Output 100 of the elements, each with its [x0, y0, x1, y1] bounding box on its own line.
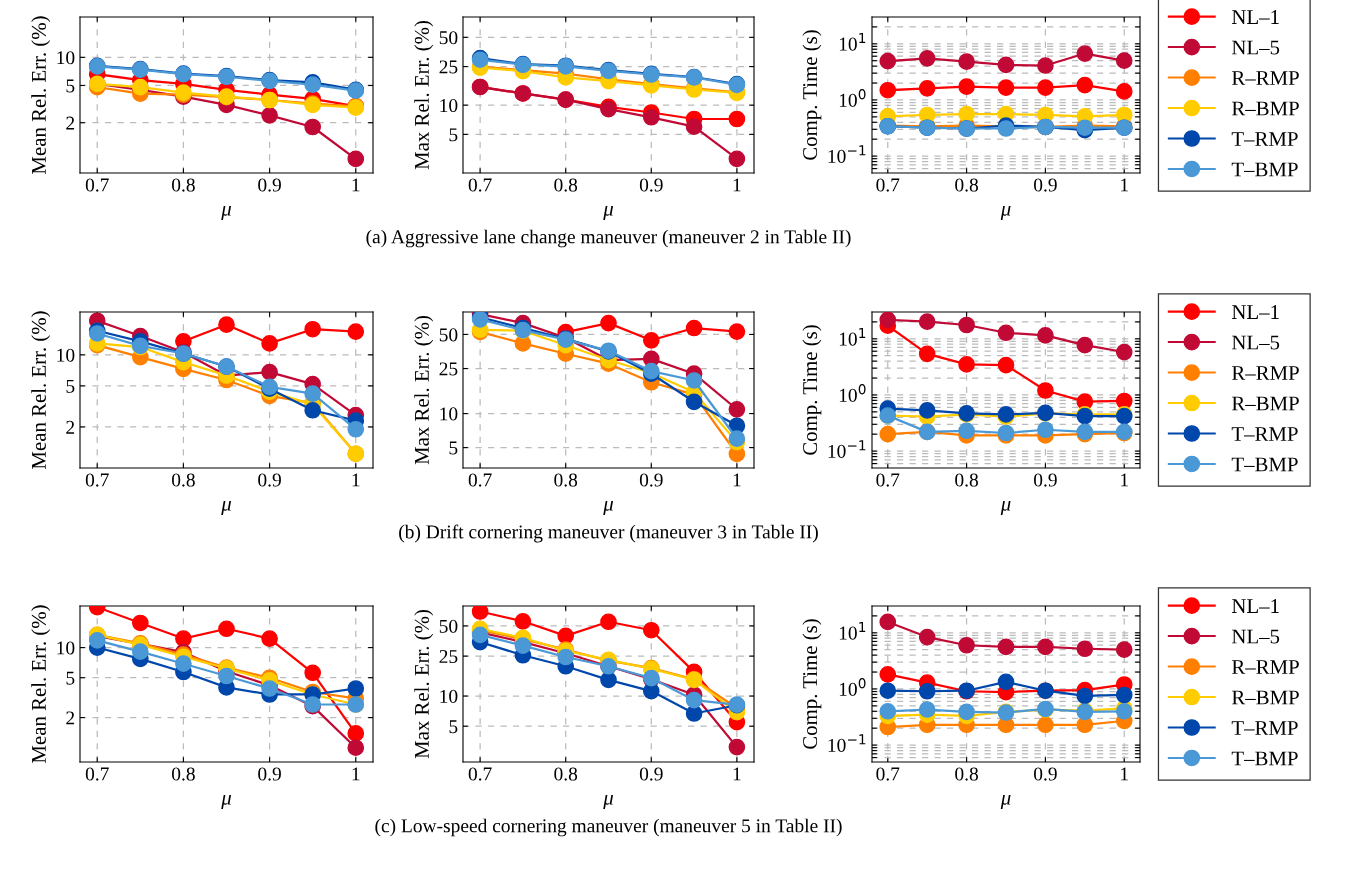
text: (c) Low-speed cornering maneuver (maneuver 5 in Table II): [375, 818, 842, 837]
y-tick-label: 10: [440, 689, 458, 703]
text: (a) Aggressive lane change maneuver (maneuver 2 in Table II): [366, 229, 851, 248]
y-tick-label: 2: [66, 711, 75, 725]
y-tick-label: 10$^{1}$: [839, 33, 866, 51]
x-axis-title: μ: [603, 794, 614, 809]
y-tick-label: 10: [440, 98, 458, 113]
y-tick-label: 25: [439, 362, 458, 376]
y-axis-title: Comp. Time (s): [802, 619, 822, 749]
y-tick-label: 50: [439, 31, 458, 45]
y-tick-label: 10: [440, 407, 458, 421]
y-axis-title: Mean Rel. Err. (%): [31, 16, 51, 174]
x-tick-label: 0.8: [554, 178, 578, 192]
x-tick-label: 0.9: [258, 473, 281, 487]
y-tick-label: 10: [57, 348, 75, 362]
x-axis-title: μ: [603, 205, 614, 220]
x-tick-label: 0.8: [955, 178, 978, 192]
legend-label: T–RMP: [1231, 427, 1298, 441]
x-tick-label: 0.9: [1034, 178, 1057, 192]
y-tick-label: 5: [449, 128, 458, 142]
x-tick-label: 0.7: [85, 473, 109, 487]
legend-label: NL–1: [1231, 599, 1279, 613]
x-axis-title: μ: [221, 205, 232, 220]
legend-label: T–BMP: [1231, 162, 1298, 177]
y-tick-label: 10$^{−1}$: [828, 734, 866, 752]
legend-label: R–BMP: [1231, 396, 1299, 411]
x-tick-label: 1: [352, 178, 360, 192]
y-axis-title: Mean Rel. Err. (%): [31, 311, 51, 469]
legend-label: NL–5: [1231, 335, 1280, 350]
y-axis-title: Mean Rel. Err. (%): [31, 605, 51, 763]
x-tick-label: 1: [352, 767, 360, 781]
x-axis-title: μ: [1000, 205, 1011, 220]
x-tick-label: 0.9: [639, 178, 663, 192]
x-tick-label: 1: [1121, 767, 1128, 781]
y-tick-label: 5: [449, 441, 458, 455]
x-axis-title: μ: [221, 794, 232, 809]
y-tick-label: 50: [439, 328, 458, 342]
y-axis-title: Comp. Time (s): [802, 325, 822, 455]
y-tick-label: 2: [66, 116, 75, 130]
x-tick-label: 0.8: [554, 767, 578, 781]
y-tick-label: 10$^{0}$: [839, 89, 866, 107]
y-tick-label: 10$^{−1}$: [828, 440, 866, 458]
x-tick-label: 0.8: [554, 473, 578, 487]
x-tick-label: 0.8: [955, 473, 978, 487]
x-tick-label: 0.8: [172, 767, 195, 781]
y-axis-title: Max Rel. Err. (%): [414, 609, 434, 759]
legend-label: T–BMP: [1231, 457, 1298, 472]
y-tick-label: 10: [57, 51, 75, 65]
x-axis-title: μ: [1000, 500, 1011, 515]
x-tick-label: 0.7: [876, 767, 900, 781]
y-axis-title: Comp. Time (s): [802, 30, 822, 160]
x-tick-label: 0.7: [876, 473, 900, 487]
x-tick-label: 0.7: [468, 473, 492, 487]
y-tick-label: 10$^{0}$: [839, 678, 866, 696]
x-tick-label: 0.9: [639, 473, 663, 487]
legend-label: T–BMP: [1231, 751, 1298, 766]
x-tick-label: 1: [1121, 178, 1128, 192]
x-tick-label: 1: [1121, 473, 1128, 487]
x-tick-label: 0.8: [172, 473, 195, 487]
x-tick-label: 1: [352, 473, 360, 487]
x-tick-label: 0.9: [639, 767, 663, 781]
x-tick-label: 0.7: [468, 178, 492, 192]
legend-label: R–RMP: [1231, 660, 1299, 674]
legend-label: R–RMP: [1231, 366, 1299, 380]
x-tick-label: 0.9: [258, 767, 281, 781]
y-axis-title: Max Rel. Err. (%): [414, 315, 434, 465]
legend-label: NL–5: [1231, 629, 1280, 644]
x-axis-title: μ: [603, 500, 614, 515]
y-tick-label: 10$^{1}$: [839, 622, 866, 640]
y-tick-label: 5: [66, 671, 75, 685]
legend-label: T–RMP: [1231, 132, 1298, 146]
x-tick-label: 1: [733, 767, 741, 781]
y-tick-label: 2: [66, 420, 75, 434]
y-tick-label: 25: [439, 60, 458, 74]
legend-label: NL–1: [1231, 10, 1279, 24]
x-tick-label: 1: [733, 473, 741, 487]
x-tick-label: 0.7: [85, 178, 109, 192]
y-tick-label: 10: [57, 641, 75, 655]
y-tick-label: 50: [439, 619, 458, 633]
legend-label: NL–5: [1231, 40, 1280, 55]
y-tick-label: 10$^{−1}$: [828, 145, 866, 163]
y-tick-label: 5: [66, 379, 75, 393]
legend-label: R–BMP: [1231, 101, 1299, 116]
x-tick-label: 0.9: [1034, 473, 1057, 487]
y-axis-title: Max Rel. Err. (%): [414, 20, 434, 170]
legend-label: T–RMP: [1231, 721, 1298, 735]
text: (b) Drift cornering maneuver (maneuver 3 in Table II): [399, 524, 818, 543]
legend-label: NL–1: [1231, 305, 1279, 319]
y-tick-label: 5: [449, 720, 458, 734]
y-tick-label: 25: [439, 649, 458, 664]
x-tick-label: 0.9: [1034, 767, 1057, 781]
legend-label: R–RMP: [1231, 71, 1299, 85]
y-tick-label: 10$^{0}$: [839, 384, 866, 402]
x-tick-label: 0.8: [172, 178, 195, 192]
y-tick-label: 5: [66, 79, 75, 93]
legend-label: R–BMP: [1231, 690, 1299, 705]
x-tick-label: 1: [733, 178, 741, 192]
x-tick-label: 0.8: [955, 767, 978, 781]
x-tick-label: 0.7: [85, 767, 109, 781]
x-tick-label: 0.9: [258, 178, 281, 192]
